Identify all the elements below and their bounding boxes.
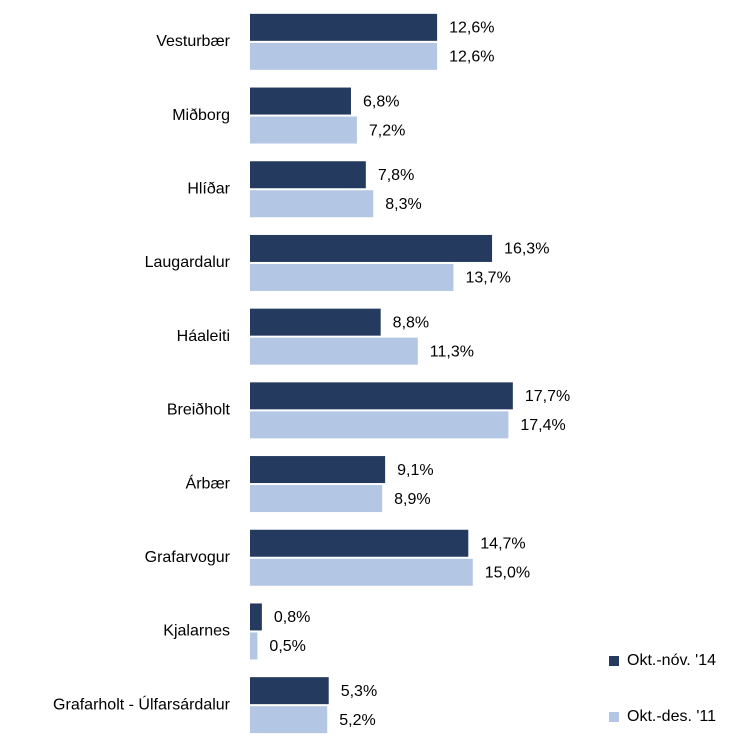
bar xyxy=(250,603,262,631)
category-label: Vesturbær xyxy=(156,33,230,50)
bar xyxy=(250,337,418,365)
value-label: 0,8% xyxy=(274,609,310,626)
bar xyxy=(250,87,351,115)
value-label: 7,2% xyxy=(369,122,405,139)
value-label: 8,9% xyxy=(394,491,430,508)
bar xyxy=(250,382,513,410)
category-label: Laugardalur xyxy=(145,254,231,271)
category-label: Árbær xyxy=(186,473,231,492)
legend-label: Okt.-des. '11 xyxy=(627,708,716,725)
category-label: Grafarholt - Úlfarsárdalur xyxy=(53,694,231,713)
bar xyxy=(250,13,438,41)
value-label: 15,0% xyxy=(485,564,530,581)
category-label: Miðborg xyxy=(172,107,230,124)
bar xyxy=(250,116,357,144)
bar xyxy=(250,308,381,336)
value-label: 11,3% xyxy=(430,343,474,360)
bar xyxy=(250,706,328,734)
value-label: 17,4% xyxy=(520,417,565,434)
value-label: 12,6% xyxy=(449,20,494,37)
bar xyxy=(250,632,258,660)
value-label: 12,6% xyxy=(449,49,494,66)
value-label: 9,1% xyxy=(397,462,433,479)
category-label: Breiðholt xyxy=(167,402,231,419)
value-label: 16,3% xyxy=(504,241,549,258)
legend-label: Okt.-nóv. '14 xyxy=(627,652,716,669)
legend-swatch xyxy=(609,656,619,666)
bar xyxy=(250,411,509,439)
value-label: 5,2% xyxy=(339,712,375,729)
category-label: Grafarvogur xyxy=(145,549,231,566)
bar xyxy=(250,42,438,70)
bar xyxy=(250,234,493,262)
value-label: 5,3% xyxy=(341,683,377,700)
bar xyxy=(250,485,383,513)
bar xyxy=(250,456,386,484)
value-label: 0,5% xyxy=(269,638,305,655)
category-label: Háaleiti xyxy=(177,328,230,345)
value-label: 13,7% xyxy=(465,270,510,287)
bar xyxy=(250,529,469,557)
category-label: Kjalarnes xyxy=(163,623,230,640)
bar xyxy=(250,677,329,705)
bar xyxy=(250,263,454,291)
legend-swatch xyxy=(609,712,619,722)
value-label: 8,8% xyxy=(393,314,429,331)
bar xyxy=(250,190,374,218)
value-label: 17,7% xyxy=(525,388,570,405)
value-label: 6,8% xyxy=(363,93,399,110)
bar xyxy=(250,161,366,189)
value-label: 8,3% xyxy=(385,196,421,213)
value-label: 14,7% xyxy=(480,535,525,552)
value-label: 7,8% xyxy=(378,167,414,184)
category-label: Hlíðar xyxy=(187,180,230,197)
bar xyxy=(250,558,473,586)
